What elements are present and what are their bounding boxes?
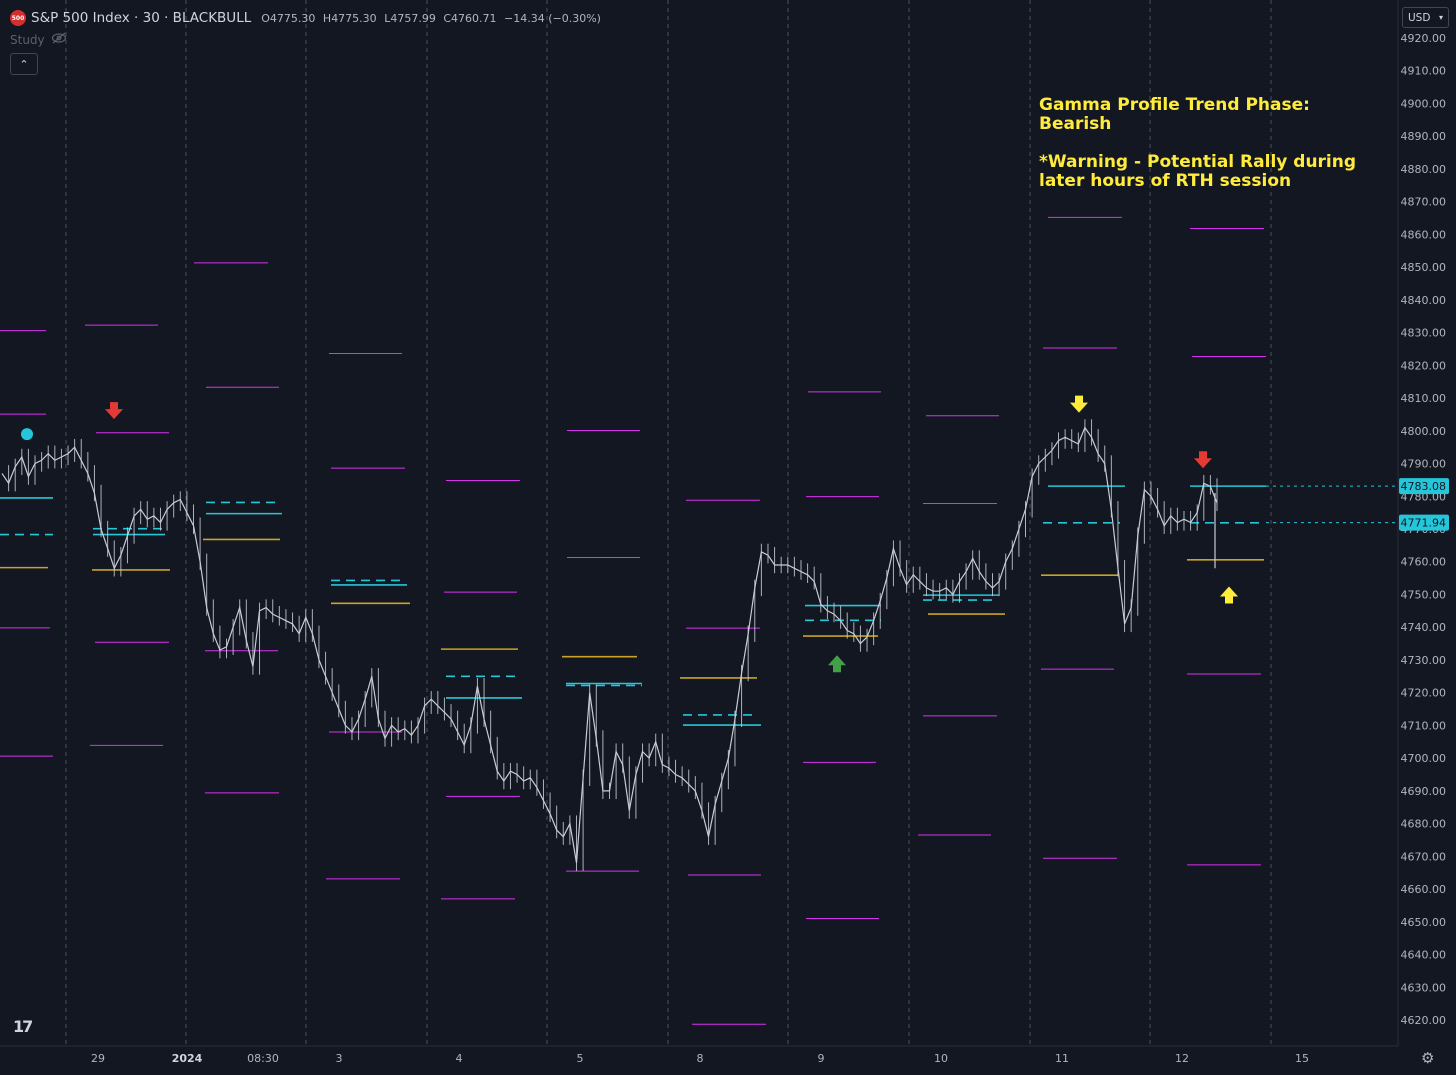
y-tick-label: 4790.00 [1401,458,1447,471]
y-tick-label: 4820.00 [1401,359,1447,372]
arrow-down-red-0 [105,402,123,420]
arrow-up-yellow-4 [1220,586,1238,604]
gamma-levels [0,216,1266,1025]
x-tick-label: 29 [91,1052,105,1065]
currency-label: USD [1408,11,1431,24]
y-tick-label: 4880.00 [1401,163,1447,176]
arrow-down-red-3 [1194,451,1212,469]
y-tick-label: 4830.00 [1401,327,1447,340]
y-tick-label: 4810.00 [1401,392,1447,405]
x-tick-label: 15 [1295,1052,1309,1065]
y-tick-label: 4870.00 [1401,196,1447,209]
price-series [1,419,1218,872]
ohlc-high: 4775.30 [331,11,377,25]
tradingview-logo-icon[interactable]: 17 [13,1017,33,1036]
ohlc-high-key: H [322,11,332,25]
cyan-dot-marker [21,428,33,441]
ohlc-change: −14.34 (−0.30%) [504,11,601,25]
study-label: Study [10,32,45,47]
y-tick-label: 4910.00 [1401,65,1447,78]
y-tick-label: 4920.00 [1401,32,1447,45]
x-tick-label: 12 [1175,1052,1189,1065]
ohlc-close: 4760.71 [451,11,497,25]
y-tick-label: 4760.00 [1401,556,1447,569]
x-tick-label: 8 [697,1052,704,1065]
hidden-eye-icon[interactable] [51,32,67,47]
ohlc-low: 4757.99 [390,11,436,25]
symbol-logo-icon: 500 [10,10,26,26]
chevron-up-icon: ⌃ [19,57,29,71]
y-tick-label: 4840.00 [1401,294,1447,307]
currency-select[interactable]: USD ▾ [1402,7,1449,28]
chevron-down-icon: ▾ [1438,13,1443,22]
y-tick-label: 4620.00 [1401,1014,1447,1027]
gamma-profile-annotation: Gamma Profile Trend Phase: Bearish *Warn… [1039,95,1357,191]
x-tick-label: 08:30 [247,1052,279,1065]
price-axis[interactable]: 4620.00 4630.00 4640.00 4650.00 4660.00 4670.… [1266,0,1449,1046]
study-legend[interactable]: Study [10,32,67,47]
session-separators [65,0,1272,1046]
y-tick-label: 4630.00 [1401,981,1447,994]
ohlc-values: O4775.30 H4775.30 L4757.99 C4760.71 −14.… [261,12,605,25]
x-tick-label: 4 [456,1052,463,1065]
ohlc-low-key: L [384,11,391,25]
y-tick-label: 4750.00 [1401,588,1447,601]
y-tick-label: 4710.00 [1401,719,1447,732]
x-tick-label: 5 [577,1052,584,1065]
x-tick-label: 10 [934,1052,948,1065]
time-axis[interactable]: 29 2024 08:30 3 4 5 8 9 10 11 12 15 [0,1045,1398,1065]
collapse-legend-button[interactable]: ⌃ [10,53,38,75]
gear-icon[interactable]: ⚙ [1421,1049,1435,1067]
ohlc-open: 4775.30 [269,11,316,25]
x-tick-label: 11 [1055,1052,1069,1065]
y-tick-label: 4680.00 [1401,818,1447,831]
price-label-value-1: 4771.94 [1401,517,1447,530]
arrow-down-yellow-2 [1070,395,1088,413]
y-tick-label: 4650.00 [1401,916,1447,929]
y-tick-label: 4720.00 [1401,687,1447,700]
signal-arrows [21,395,1238,673]
symbol-title[interactable]: S&P 500 Index · 30 · BLACKBULL [31,10,252,26]
chart-header: 500 S&P 500 Index · 30 · BLACKBULL O4775… [10,9,605,27]
y-tick-label: 4670.00 [1401,850,1447,863]
y-tick-label: 4730.00 [1401,654,1447,667]
y-tick-label: 4690.00 [1401,785,1447,798]
y-tick-label: 4660.00 [1401,883,1447,896]
y-tick-label: 4700.00 [1401,752,1447,765]
price-label-badge-1 [1399,514,1449,531]
y-tick-label: 4800.00 [1401,425,1447,438]
x-tick-label: 9 [818,1052,825,1065]
y-tick-label: 4900.00 [1401,97,1447,110]
y-tick-label: 4740.00 [1401,621,1447,634]
arrow-up-green-1 [828,655,846,673]
ohlc-open-key: O [261,11,270,25]
x-tick-label: 3 [336,1052,343,1065]
x-tick-label: 2024 [172,1052,203,1065]
y-tick-label: 4640.00 [1401,949,1447,962]
price-label-value-0: 4783.08 [1401,480,1447,493]
y-tick-label: 4890.00 [1401,130,1447,143]
y-tick-label: 4850.00 [1401,261,1447,274]
price-label-badge-0 [1399,478,1449,495]
ohlc-close-key: C [443,11,452,25]
y-tick-label: 4860.00 [1401,228,1447,241]
